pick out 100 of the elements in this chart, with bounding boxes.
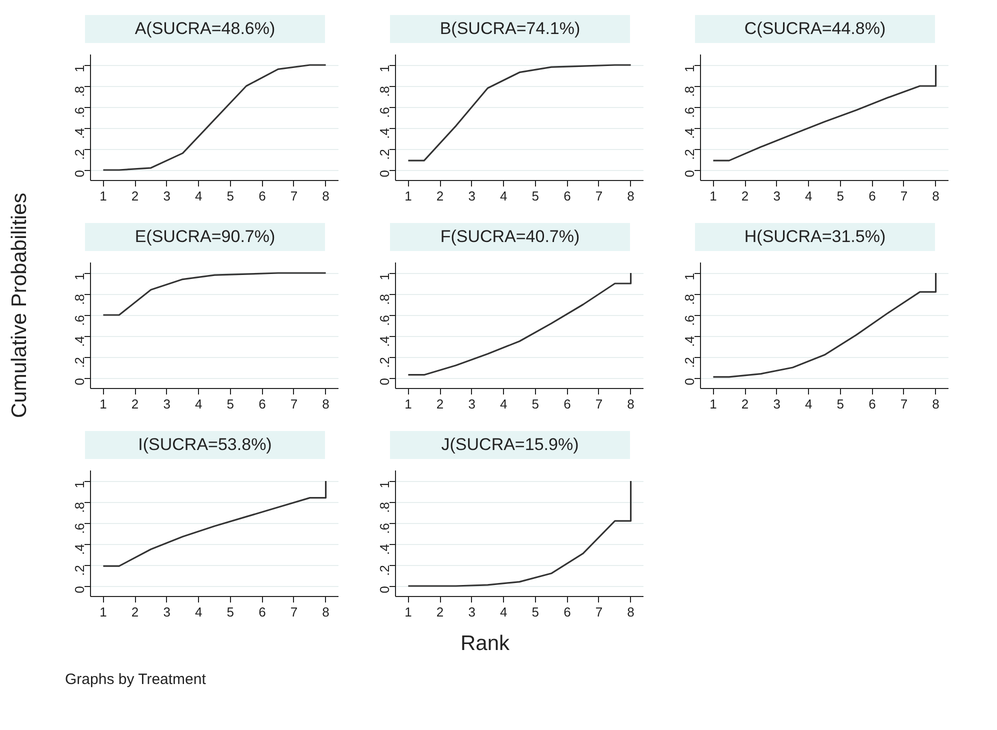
y-tick-label: 0: [682, 170, 697, 178]
x-tick-label: 5: [226, 604, 234, 620]
chart-title: E(SUCRA=90.7%): [134, 226, 276, 248]
y-tick-label: .6: [377, 107, 392, 118]
y-tick-label: .2: [72, 565, 87, 576]
x-tick-label: 1: [404, 396, 412, 412]
y-tick-label: 0: [72, 586, 87, 594]
y-tick-label: .6: [682, 107, 697, 118]
y-tick-label: 1: [72, 64, 87, 72]
y-tick-label: 0: [72, 378, 87, 386]
y-tick-label: .6: [72, 523, 87, 534]
x-tick-label: 3: [163, 188, 170, 204]
y-tick-label: .2: [682, 357, 697, 368]
x-tick-label: 5: [836, 396, 844, 412]
chart-title: I(SUCRA=53.8%): [138, 434, 272, 456]
chart-title: H(SUCRA=31.5%): [744, 226, 886, 248]
x-tick-label: 3: [163, 604, 170, 620]
x-axis-title: Rank: [460, 631, 510, 657]
x-tick-label: 4: [500, 188, 508, 204]
x-tick-label: 2: [131, 188, 139, 204]
x-tick-label: 1: [404, 188, 412, 204]
y-tick-label: .8: [377, 294, 392, 305]
x-tick-label: 4: [500, 396, 508, 412]
x-tick-label: 3: [468, 188, 476, 204]
chart-title: A(SUCRA=48.6%): [134, 18, 276, 40]
chart-title: F(SUCRA=40.7%): [440, 226, 580, 248]
x-tick-label: 6: [258, 396, 266, 412]
y-tick-label: .6: [72, 107, 87, 118]
x-tick-label: 6: [258, 604, 266, 620]
x-tick-label: 7: [595, 188, 603, 204]
x-tick-label: 3: [773, 396, 780, 412]
y-tick-label: 1: [682, 64, 697, 72]
x-tick-label: 3: [163, 396, 170, 412]
y-tick-label: .8: [682, 86, 697, 97]
y-tick-label: .8: [72, 86, 87, 97]
y-tick-label: .2: [682, 149, 697, 160]
x-tick-label: 8: [627, 396, 634, 412]
x-tick-label: 8: [932, 396, 940, 412]
x-tick-label: 7: [290, 188, 298, 204]
y-tick-label: .2: [377, 149, 392, 160]
y-tick-label: 1: [377, 64, 392, 72]
x-tick-label: 2: [131, 396, 139, 412]
y-tick-label: 1: [682, 272, 697, 280]
x-tick-label: 1: [710, 188, 717, 204]
x-tick-label: 8: [322, 396, 330, 412]
x-tick-label: 5: [532, 604, 540, 620]
x-tick-label: 3: [468, 604, 476, 620]
x-tick-label: 6: [868, 396, 876, 412]
x-tick-label: 2: [436, 396, 444, 412]
y-tick-label: 0: [377, 378, 392, 386]
y-tick-label: 1: [377, 480, 392, 488]
x-tick-label: 5: [226, 188, 234, 204]
x-tick-label: 7: [900, 188, 908, 204]
text: Graphs by Treatment: [65, 670, 206, 690]
y-tick-label: .8: [72, 502, 87, 513]
x-tick-label: 4: [804, 396, 812, 412]
y-tick-label: 1: [72, 272, 87, 280]
x-tick-label: 7: [900, 396, 908, 412]
chart-title: B(SUCRA=74.1%): [440, 18, 580, 40]
x-tick-label: 2: [741, 188, 749, 204]
x-tick-label: 6: [258, 188, 266, 204]
x-tick-label: 5: [226, 396, 234, 412]
x-tick-label: 7: [290, 604, 298, 620]
y-tick-label: .8: [377, 502, 392, 513]
chart-title: J(SUCRA=15.9%): [441, 434, 579, 456]
y-tick-label: .4: [682, 336, 697, 347]
x-tick-label: 8: [322, 604, 330, 620]
x-tick-label: 6: [564, 188, 571, 204]
y-tick-label: .6: [377, 523, 392, 534]
x-tick-label: 8: [627, 188, 634, 204]
y-axis-title: Cumulative Probabilities: [7, 192, 32, 418]
x-tick-label: 6: [868, 188, 876, 204]
x-tick-label: 7: [290, 396, 298, 412]
y-tick-label: .4: [377, 336, 392, 347]
y-tick-label: .2: [72, 149, 87, 160]
y-tick-label: 0: [682, 378, 697, 386]
x-tick-label: 3: [773, 188, 780, 204]
x-tick-label: 5: [532, 396, 540, 412]
x-tick-label: 8: [932, 188, 940, 204]
x-tick-label: 5: [532, 188, 540, 204]
x-tick-label: 1: [710, 396, 717, 412]
x-tick-label: 2: [436, 604, 444, 620]
x-tick-label: 7: [595, 604, 603, 620]
x-tick-label: 8: [627, 604, 634, 620]
y-tick-label: .4: [377, 544, 392, 555]
y-tick-label: .4: [72, 544, 87, 555]
y-tick-label: .8: [72, 294, 87, 305]
y-tick-label: 0: [377, 170, 392, 178]
x-tick-label: 2: [131, 604, 139, 620]
x-tick-label: 7: [595, 396, 603, 412]
y-tick-label: .6: [72, 315, 87, 326]
y-tick-label: .2: [377, 357, 392, 368]
x-tick-label: 1: [404, 604, 412, 620]
y-tick-label: .2: [72, 357, 87, 368]
y-tick-label: .8: [377, 86, 392, 97]
y-tick-label: 1: [377, 272, 392, 280]
y-tick-label: .4: [72, 336, 87, 347]
x-tick-label: 4: [194, 396, 202, 412]
y-tick-label: .6: [682, 315, 697, 326]
x-tick-label: 4: [804, 188, 812, 204]
